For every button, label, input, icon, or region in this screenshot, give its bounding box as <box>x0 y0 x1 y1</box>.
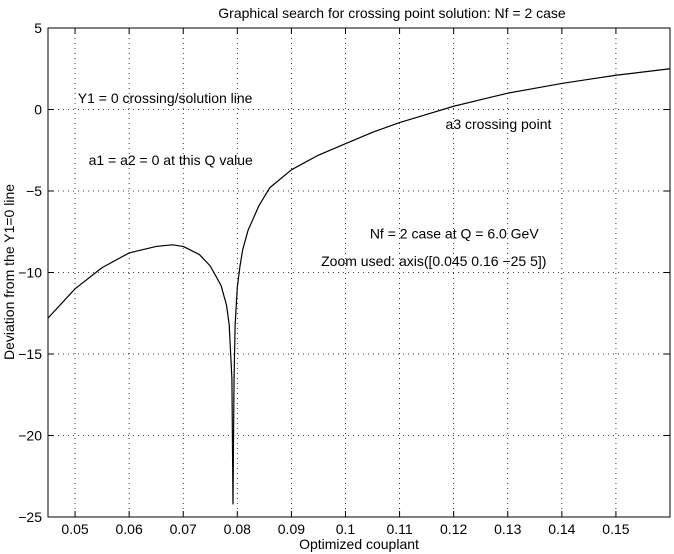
annotation: Nf = 2 case at Q = 6.0 GeV <box>370 225 540 241</box>
x-axis-label: Optimized couplant <box>299 536 419 552</box>
x-tick-label: 0.05 <box>61 521 88 537</box>
x-tick-label: 0.14 <box>548 521 575 537</box>
x-tick-label: 0.12 <box>440 521 467 537</box>
series-line <box>47 68 671 505</box>
x-tick-label: 0.13 <box>494 521 521 537</box>
annotation: a1 = a2 = 0 at this Q value <box>89 152 253 168</box>
annotations: Y1 = 0 crossing/solution line a1 = a2 = 0… <box>78 90 552 269</box>
series-group <box>47 68 671 505</box>
x-tick-label: 0.07 <box>170 521 197 537</box>
x-tick-label: 0.1 <box>336 521 356 537</box>
x-tick-label: 0.06 <box>116 521 143 537</box>
x-tick-label: 0.15 <box>602 521 629 537</box>
y-tick-label: −20 <box>18 428 42 444</box>
y-axis-label: Deviation from the Y1=0 line <box>1 184 17 360</box>
y-tick-label: −15 <box>18 346 42 362</box>
y-tick-label: −5 <box>26 183 42 199</box>
x-tick-label: 0.09 <box>278 521 305 537</box>
y-tick-label: 0 <box>34 102 42 118</box>
y-tick-label: −25 <box>18 509 42 525</box>
x-tick-label: 0.11 <box>386 521 412 537</box>
axis-ticks: 0.05 0.06 0.07 0.08 0.09 0.1 0.11 0.12 0.13 0.14 0… <box>18 20 670 537</box>
annotation: Zoom used: axis([0.045 0.16 −25 5]) <box>321 253 546 269</box>
annotation: a3 crossing point <box>446 116 552 132</box>
y-tick-label: 5 <box>34 20 42 36</box>
x-tick-label: 0.08 <box>224 521 251 537</box>
annotation: Y1 = 0 crossing/solution line <box>78 90 253 106</box>
chart-title: Graphical search for crossing point solu… <box>218 5 566 21</box>
grid <box>48 28 670 517</box>
y-tick-label: −10 <box>18 265 42 281</box>
